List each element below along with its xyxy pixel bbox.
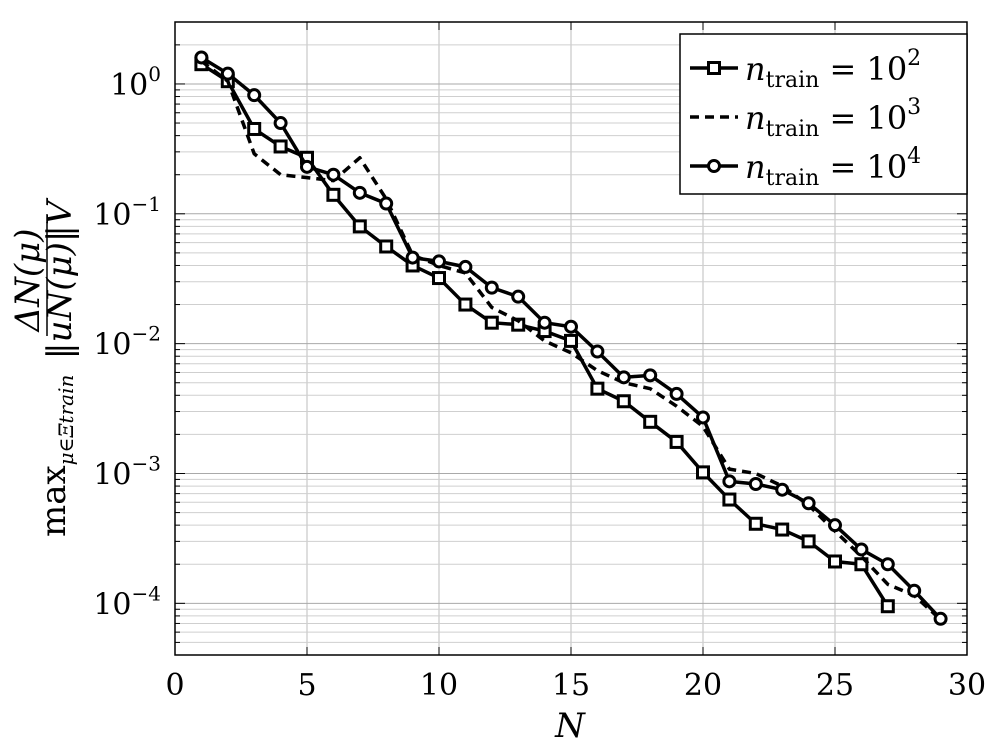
data-point-circle bbox=[484, 280, 499, 295]
data-point-square bbox=[352, 219, 367, 234]
data-point-circle bbox=[432, 254, 446, 269]
legend-label: ntrain = 102 bbox=[745, 46, 921, 93]
data-point-square bbox=[379, 239, 394, 254]
series-line bbox=[200, 59, 942, 621]
legend-label: ntrain = 103 bbox=[745, 95, 921, 142]
data-point-square bbox=[828, 554, 842, 569]
data-point-circle bbox=[590, 344, 605, 359]
data-point-square bbox=[643, 414, 658, 429]
x-tick-label: 20 bbox=[684, 668, 722, 703]
data-point-circle bbox=[511, 289, 526, 304]
data-point-circle bbox=[854, 542, 869, 557]
x-tick-label: 30 bbox=[948, 668, 986, 703]
data-point-circle bbox=[643, 368, 658, 383]
data-point-square bbox=[273, 139, 288, 154]
data-point-square bbox=[616, 394, 631, 409]
series-2 bbox=[200, 59, 942, 621]
data-point-circle bbox=[300, 159, 314, 174]
data-point-circle bbox=[273, 116, 288, 131]
data-point-circle bbox=[379, 196, 394, 211]
data-point-circle bbox=[669, 386, 684, 401]
y-tick-label: 10−3 bbox=[93, 451, 161, 492]
y-tick-label: 100 bbox=[110, 62, 161, 103]
data-point-circle bbox=[907, 583, 922, 598]
legend-label: ntrain = 104 bbox=[745, 144, 921, 191]
data-point-circle bbox=[722, 474, 737, 489]
legend-marker-square bbox=[707, 61, 721, 75]
y-axis-title-max: maxμ∈Ξtrain bbox=[34, 375, 78, 537]
data-point-circle bbox=[801, 496, 816, 511]
data-point-circle bbox=[696, 410, 710, 425]
x-tick-label: 10 bbox=[420, 668, 458, 703]
data-point-circle bbox=[537, 315, 552, 330]
data-point-square bbox=[458, 297, 473, 312]
x-tick-label: 15 bbox=[552, 668, 590, 703]
x-tick-label: 0 bbox=[165, 668, 184, 703]
data-point-circle bbox=[220, 66, 235, 81]
data-point-square bbox=[326, 187, 341, 202]
data-point-square bbox=[880, 599, 895, 614]
y-tick-label: 10−2 bbox=[93, 322, 161, 363]
y-tick-label: 10−1 bbox=[93, 192, 161, 233]
data-point-circle bbox=[405, 250, 420, 265]
data-point-square bbox=[748, 516, 763, 531]
data-point-circle bbox=[828, 518, 842, 533]
data-point-square bbox=[801, 534, 816, 549]
data-point-circle bbox=[933, 611, 948, 626]
legend-entry-2: ntrain = 103 bbox=[690, 95, 921, 142]
data-point-circle bbox=[748, 476, 763, 491]
data-point-square bbox=[484, 315, 499, 330]
data-point-circle bbox=[326, 167, 341, 182]
data-point-circle bbox=[352, 185, 367, 200]
data-point-square bbox=[247, 121, 262, 136]
y-axis-title-denominator: ‖uN(μ)‖V bbox=[40, 197, 80, 359]
x-axis-title: N bbox=[554, 706, 586, 746]
data-point-square bbox=[564, 333, 578, 348]
data-point-circle bbox=[616, 370, 631, 385]
data-point-circle bbox=[458, 259, 473, 274]
data-point-square bbox=[696, 465, 710, 480]
data-point-square bbox=[669, 434, 684, 449]
y-tick-labels: 100 10−1 10−2 10−3 10−4 bbox=[93, 62, 161, 622]
data-point-square bbox=[432, 271, 446, 286]
data-point-square bbox=[722, 492, 737, 507]
data-point-circle bbox=[880, 557, 895, 572]
legend-marker-circle bbox=[707, 159, 721, 173]
data-point-circle bbox=[247, 88, 262, 103]
data-point-circle bbox=[564, 319, 578, 334]
data-point-square bbox=[775, 522, 790, 537]
y-tick-label: 10−4 bbox=[93, 581, 161, 622]
series-layer bbox=[194, 50, 948, 626]
data-point-circle bbox=[775, 482, 790, 497]
series-3 bbox=[194, 50, 948, 626]
y-axis-title: maxμ∈Ξtrain ΔN(μ) ‖uN(μ)‖V bbox=[8, 197, 80, 537]
y-axis-title-numerator: ΔN(μ) bbox=[8, 229, 48, 334]
data-point-square bbox=[590, 381, 605, 396]
x-tick-label: 5 bbox=[297, 668, 316, 703]
legend-entry-3: ntrain = 104 bbox=[690, 144, 921, 191]
x-tick-labels: 0 5 10 15 20 25 30 bbox=[165, 668, 986, 703]
plot-frame bbox=[174, 21, 968, 656]
x-tick-label: 25 bbox=[816, 668, 854, 703]
data-point-circle bbox=[194, 50, 209, 65]
legend-entry-1: ntrain = 102 bbox=[690, 46, 921, 93]
